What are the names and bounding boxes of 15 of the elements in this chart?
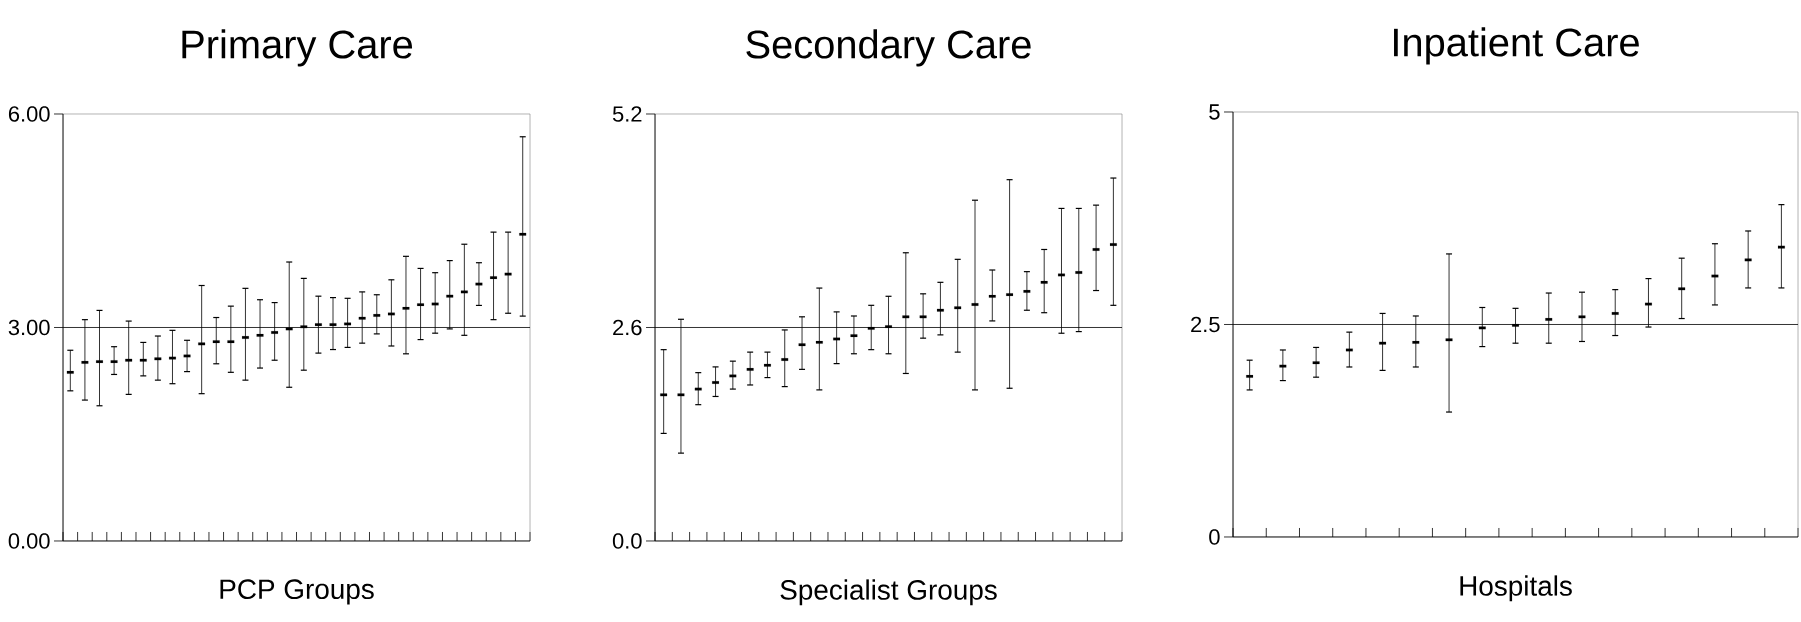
y-tick-label: 0.00 xyxy=(8,533,50,549)
chart-title: Primary Care xyxy=(182,29,413,67)
y-tick-label: 2.6 xyxy=(613,319,642,336)
y-tick-label: 2.5 xyxy=(1191,316,1220,333)
y-tick-label: 3.00 xyxy=(8,319,50,336)
y-tick-label: 6.00 xyxy=(8,106,50,122)
x-axis-title: Hospitals xyxy=(1460,575,1572,602)
x-axis-title: PCP Groups xyxy=(220,579,374,605)
y-tick-label: 5.2 xyxy=(612,106,642,122)
y-tick-label: 5 xyxy=(1209,104,1220,120)
chart-title: Inpatient Care xyxy=(1394,27,1639,65)
y-tick-label: 0.0 xyxy=(612,533,642,549)
chart-title: Secondary Care xyxy=(746,29,1031,67)
y-tick-label: 0 xyxy=(1209,529,1220,545)
x-axis-title: Specialist Groups xyxy=(780,579,997,606)
